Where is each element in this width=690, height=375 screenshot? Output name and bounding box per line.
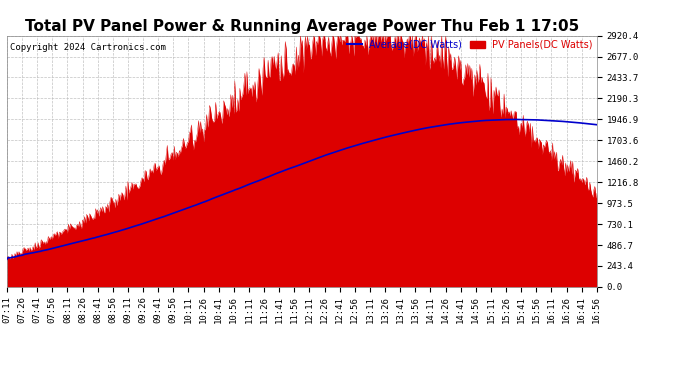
Title: Total PV Panel Power & Running Average Power Thu Feb 1 17:05: Total PV Panel Power & Running Average P… xyxy=(25,20,579,34)
Legend: Average(DC Watts), PV Panels(DC Watts): Average(DC Watts), PV Panels(DC Watts) xyxy=(343,36,597,53)
Text: Copyright 2024 Cartronics.com: Copyright 2024 Cartronics.com xyxy=(10,43,166,52)
